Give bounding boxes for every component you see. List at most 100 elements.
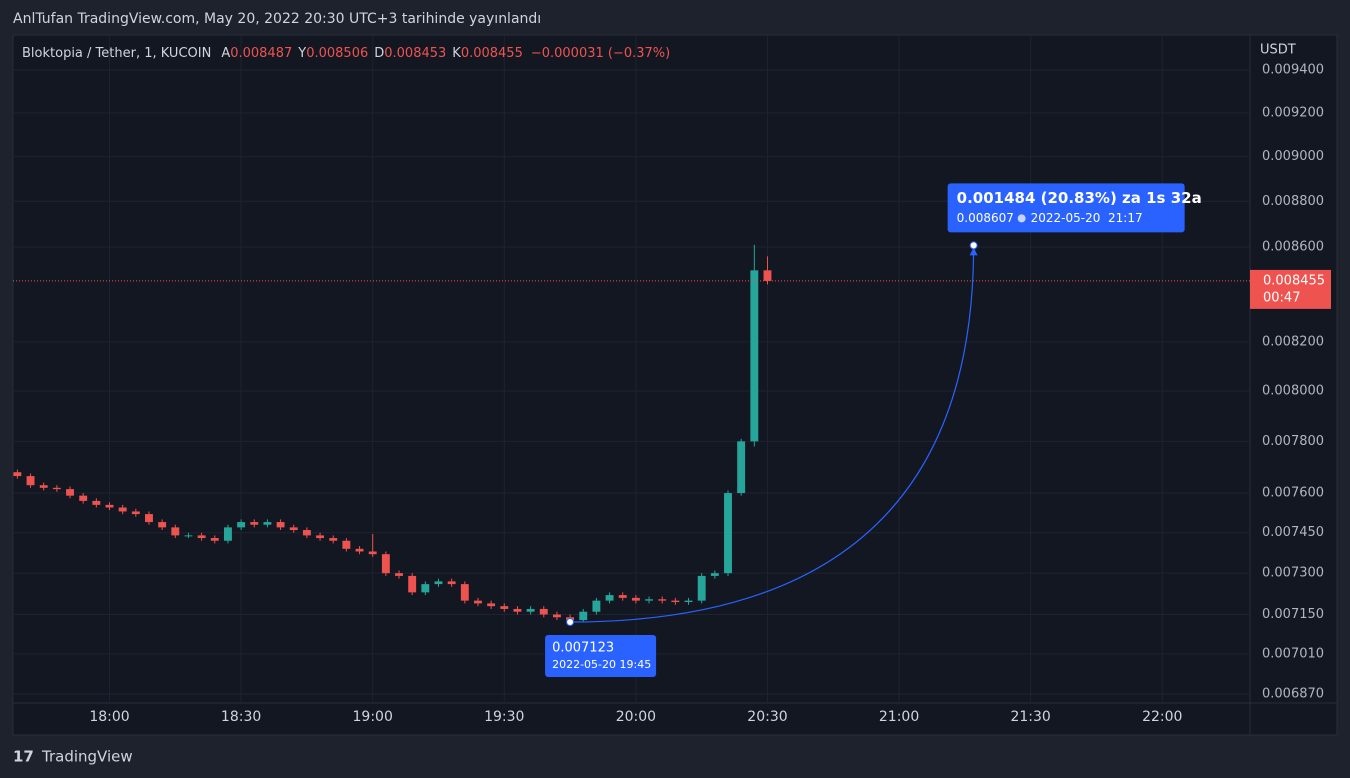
legend-value: 0.008455 (461, 46, 523, 61)
candle-body (460, 584, 469, 601)
candle-body (66, 489, 74, 496)
candle-body (645, 599, 653, 601)
x-tick-label: 19:00 (353, 709, 393, 725)
candle-body (39, 485, 48, 488)
legend-value: 0.008487 (230, 46, 292, 61)
measure-start-box (545, 635, 657, 678)
candle-body (171, 527, 180, 536)
y-tick-label: 0.009200 (1262, 105, 1324, 120)
legend-change: −0.000031 (−0.37%) (531, 46, 670, 61)
candle-body (434, 581, 443, 585)
candle-body (197, 535, 206, 539)
measure-text: 0.001484 (20.83%) za 1s 32a (957, 189, 1202, 207)
candle-body (184, 535, 193, 537)
candle-body (237, 522, 246, 528)
candle-body (105, 504, 114, 508)
legend-value: 0.008506 (306, 46, 368, 61)
candle-body (395, 573, 403, 576)
y-tick-label: 0.007300 (1262, 566, 1324, 581)
measure-curve (570, 245, 975, 623)
x-tick-label: 18:30 (221, 709, 261, 725)
candle-body (276, 522, 285, 528)
x-tick-label: 20:30 (747, 709, 787, 725)
candle-body (13, 472, 22, 477)
y-tick-label: 0.007800 (1262, 434, 1324, 449)
symbol: Bloktopia / Tether, 1, KUCOIN (22, 46, 211, 61)
candle-body (500, 606, 509, 609)
candle-body (697, 575, 706, 601)
candle-body (579, 611, 588, 621)
last-price-box (1250, 269, 1331, 309)
candle-body (474, 600, 482, 604)
candle-body (447, 581, 456, 585)
footer-brand: TradingView (41, 748, 133, 766)
measure-end-price: 0.008607 (957, 211, 1014, 225)
measure-end-time: 2022-05-20 21:17 (1031, 211, 1143, 225)
candle-body (381, 554, 390, 574)
candle-body (92, 500, 101, 505)
legend-label: Y (297, 46, 306, 61)
candle-body (763, 270, 772, 281)
candle-body (684, 600, 693, 603)
x-tick-label: 21:00 (879, 709, 919, 725)
x-tick-label: 19:30 (484, 709, 524, 725)
candle-body (487, 603, 496, 607)
measure-start (566, 618, 575, 627)
countdown: 00:47 (1263, 290, 1300, 305)
candle-body (250, 522, 259, 525)
x-tick-label: 20:00 (616, 709, 656, 725)
plot (13, 241, 1250, 627)
candle-body (329, 538, 338, 541)
candle-body (750, 270, 759, 442)
candle-body (526, 608, 535, 612)
y-tick-label: 0.007600 (1262, 486, 1324, 501)
y-tick-label: 0.007010 (1262, 646, 1324, 661)
clock-icon (1017, 214, 1026, 223)
legend: Bloktopia / Tether, 1, KUCOIN A0.008487 Y0… (22, 46, 670, 61)
y-tick-label: 0.007150 (1262, 607, 1324, 622)
candle-body (408, 575, 417, 593)
candle-body (158, 522, 167, 528)
candle-body (145, 514, 153, 523)
candle-body (710, 573, 719, 576)
measure-start-time: 2022-05-20 19:45 (552, 658, 651, 671)
candle-body (737, 441, 746, 494)
candle-body (724, 493, 732, 574)
candle-body (210, 538, 219, 541)
legend-value: 0.008453 (384, 46, 446, 61)
measure-arrow (969, 247, 978, 256)
y-tick-label: 0.008000 (1262, 383, 1324, 398)
candle-body (421, 584, 430, 593)
candle-body (289, 527, 298, 531)
candle-body (368, 551, 377, 555)
last-price-label: 0.008455 (1263, 273, 1325, 288)
y-tick-label: 0.009000 (1262, 149, 1324, 164)
candle-body (671, 600, 680, 603)
y-tick-label: 0.008200 (1262, 334, 1324, 349)
currency: USDT (1260, 43, 1296, 58)
candle-body (131, 511, 140, 515)
chart-pane (12, 34, 1338, 736)
candle-body (513, 608, 522, 612)
y-tick-label: 0.008600 (1262, 240, 1324, 255)
candle-body (539, 608, 548, 615)
candle-body (26, 476, 35, 486)
x-tick-label: 21:30 (1010, 709, 1050, 725)
candle-body (263, 522, 272, 525)
candle-body (592, 600, 601, 612)
candle-body (631, 597, 640, 601)
candle-body (316, 535, 325, 539)
candle-body (223, 527, 232, 541)
y-tick-label: 0.007450 (1262, 525, 1324, 540)
candle-body (342, 540, 351, 549)
header-title: AnlTufan TradingView.com, May 20, 2022 2… (13, 11, 541, 27)
logo-mark: 17 (13, 748, 34, 766)
footer-logo: 17 TradingView (13, 748, 133, 766)
candle-body (79, 495, 88, 501)
candle-body (605, 595, 614, 601)
candle-body (618, 595, 627, 598)
y-tick-label: 0.009400 (1262, 63, 1324, 78)
candle-body (118, 507, 127, 512)
candle-body (52, 487, 61, 490)
